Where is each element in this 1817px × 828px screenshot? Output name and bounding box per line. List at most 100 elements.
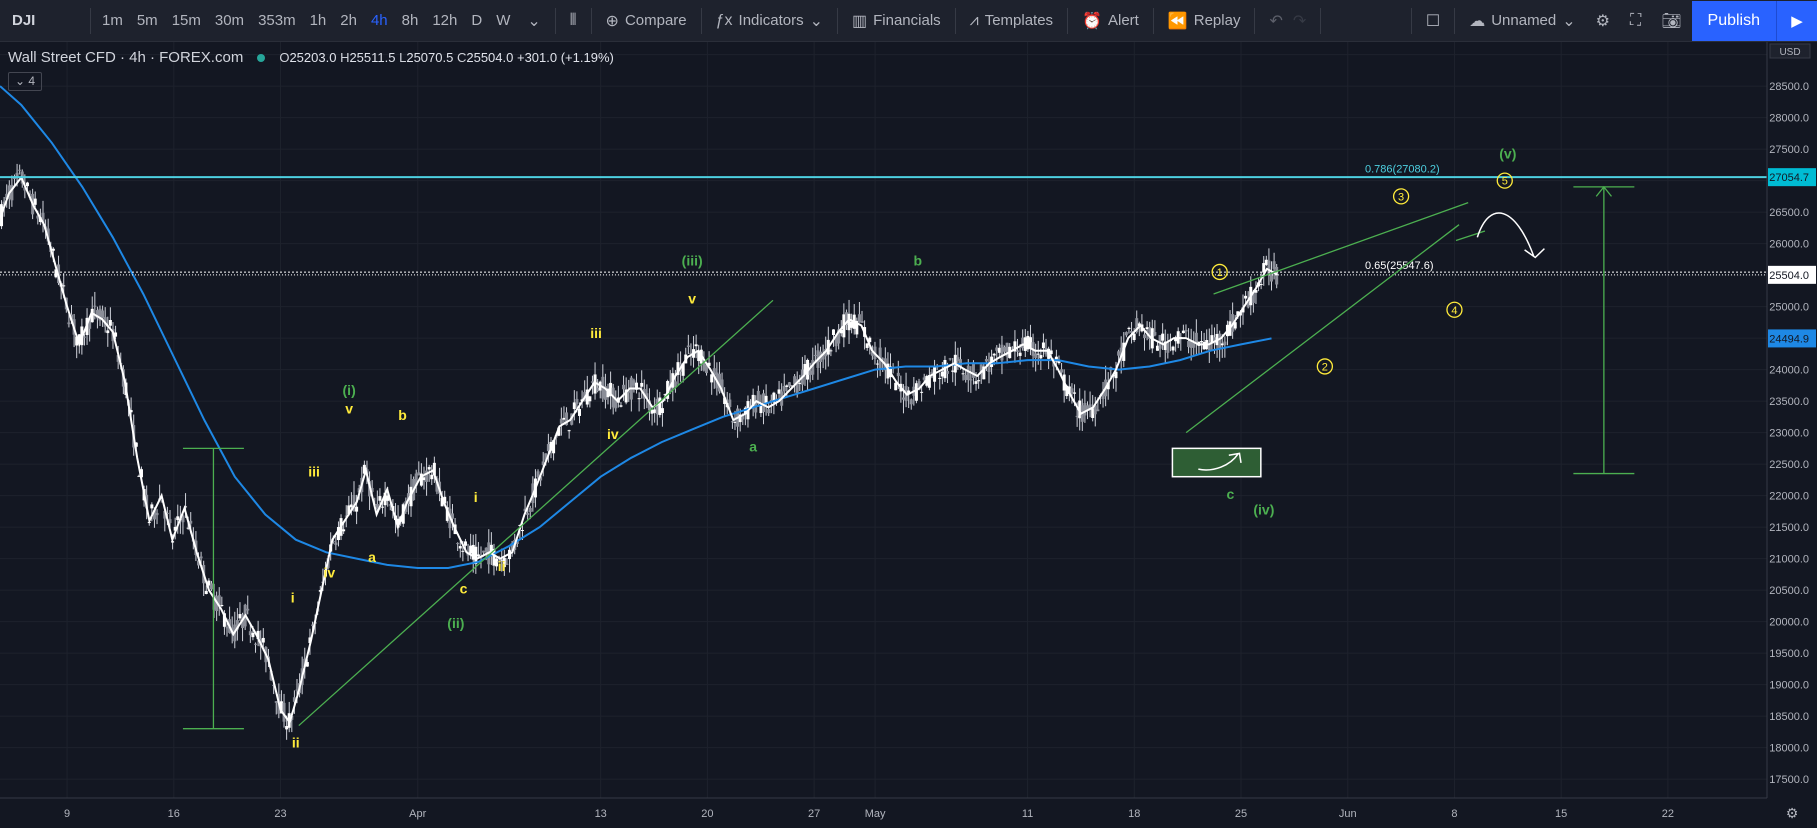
price-tick-label: 28500.0 [1769, 81, 1809, 93]
candle-body [723, 397, 727, 404]
replay-button[interactable]: ⏪ Replay [1158, 11, 1251, 31]
candle-body [577, 408, 581, 416]
candle-body [1088, 404, 1092, 411]
candle-body [645, 393, 649, 399]
interval-1m[interactable]: 1m [102, 12, 123, 29]
candle-body [787, 382, 791, 387]
interval-4h[interactable]: 4h [370, 12, 388, 29]
symbol-title[interactable]: Wall Street CFD · 4h · FOREX.com [8, 49, 244, 66]
candle-body [458, 546, 462, 549]
price-tick-label: 18000.0 [1769, 743, 1809, 755]
interval-30m[interactable]: 30m [214, 12, 245, 29]
wave-circle-label: 4 [1446, 301, 1463, 318]
candle-body [51, 248, 55, 251]
candle-body [704, 364, 708, 374]
ohlc-values: O25203.0 H25511.5 L25070.5 C25504.0 +301… [279, 50, 614, 65]
candle-body [562, 417, 566, 420]
undo-button[interactable]: ↶ [1259, 11, 1292, 31]
chevron-down-icon: ⌄ [527, 12, 541, 30]
candle-body [98, 308, 102, 321]
price-tick-label: 18500.0 [1769, 711, 1809, 723]
time-tick-label: 25 [1235, 808, 1247, 820]
interval-D[interactable]: D [471, 12, 483, 29]
time-tick-label: 16 [168, 808, 180, 820]
wave-label: (iii) [682, 253, 703, 269]
time-tick-label: 23 [274, 808, 286, 820]
interval-W[interactable]: W [496, 12, 511, 29]
interval-2h[interactable]: 2h [340, 12, 357, 29]
indicators-button[interactable]: ƒx Indicators ⌄ [706, 11, 833, 31]
divider [1254, 7, 1256, 34]
candle-body [1021, 337, 1025, 349]
candle-body [386, 495, 390, 501]
candle-body [567, 430, 571, 432]
wave-circle-number: 3 [1398, 191, 1404, 203]
candle-body [189, 520, 193, 524]
price-tick-label: 26000.0 [1769, 239, 1809, 251]
candle-body [342, 529, 346, 532]
price-tick-label: 27500.0 [1769, 144, 1809, 156]
candle-body [18, 169, 22, 171]
channel-upper-ext [1455, 230, 1486, 242]
candle-body [1194, 332, 1198, 343]
candle-body [1057, 361, 1061, 364]
compare-button[interactable]: ⊕ Compare [596, 11, 697, 31]
candle-body [295, 689, 299, 691]
fullscreen-button[interactable]: ⛶ [1620, 12, 1651, 30]
symbol-search[interactable]: DJI [12, 12, 36, 29]
publish-button[interactable]: Publish [1691, 0, 1776, 41]
candle-body [1114, 371, 1118, 379]
candle-body [865, 343, 869, 348]
candle-body [881, 358, 885, 360]
candle-body [186, 527, 190, 529]
candle-body [520, 530, 524, 532]
candle-body [308, 637, 312, 644]
candle-body [101, 310, 105, 319]
interval-12h[interactable]: 12h [432, 12, 458, 29]
wave-label: ii [498, 558, 506, 574]
redo-button[interactable]: ↷ [1293, 11, 1316, 31]
candle-body [956, 357, 960, 361]
candle-body [938, 377, 942, 379]
snapshot-button[interactable]: 📷︎ [1651, 11, 1691, 31]
stream-button[interactable]: ▶ [1776, 0, 1817, 41]
candle-body [500, 559, 504, 561]
price-tick-label: 23000.0 [1769, 428, 1809, 440]
price-tick-label: 21500.0 [1769, 522, 1809, 534]
candle-body [813, 354, 817, 356]
indicators-collapse-toggle[interactable]: ⌄ 4 [8, 72, 43, 91]
wave-label: b [398, 407, 407, 423]
alert-button[interactable]: ⏰ Alert [1072, 11, 1149, 31]
candle-body [1236, 311, 1240, 317]
candle-body [497, 561, 501, 563]
interval-15m[interactable]: 15m [171, 12, 201, 29]
interval-8h[interactable]: 8h [401, 12, 419, 29]
square-icon: ☐ [1425, 12, 1441, 30]
candle-body [381, 506, 385, 508]
interval-1h[interactable]: 1h [309, 12, 327, 29]
axis-settings-gear-icon[interactable]: ⚙ [1786, 806, 1799, 822]
layout-name-button[interactable]: ☁ Unnamed ⌄ [1459, 11, 1585, 31]
layout-select-button[interactable]: ☐ [1416, 11, 1450, 31]
projection-arrow-icon [1476, 212, 1545, 259]
candle-body [603, 386, 607, 400]
candle-body [523, 508, 527, 512]
interval-353m[interactable]: 353m [258, 12, 296, 29]
candle-body [502, 557, 506, 568]
settings-button[interactable]: ⚙ [1586, 11, 1620, 31]
chart-type-button[interactable]: ⫴ [560, 12, 587, 30]
chevron-down-icon: ⌄ [1562, 12, 1576, 30]
candle-body [1145, 327, 1149, 330]
candle-body [650, 409, 654, 414]
financials-button[interactable]: ▥ Financials [842, 11, 951, 31]
price-chart[interactable]: 0.786(27080.2)0.65(25547.6)(i)v biiiivaii… [0, 42, 1817, 828]
interval-5m[interactable]: 5m [136, 12, 158, 29]
candle-body [225, 627, 229, 629]
candle-body [655, 398, 659, 415]
candle-body [855, 320, 859, 335]
interval-dropdown[interactable]: ⌄ [517, 11, 550, 31]
candle-body [1000, 344, 1004, 361]
candle-body [987, 365, 991, 372]
templates-button[interactable]: ⩘ Templates [960, 12, 1063, 30]
candle-body [1153, 332, 1157, 336]
